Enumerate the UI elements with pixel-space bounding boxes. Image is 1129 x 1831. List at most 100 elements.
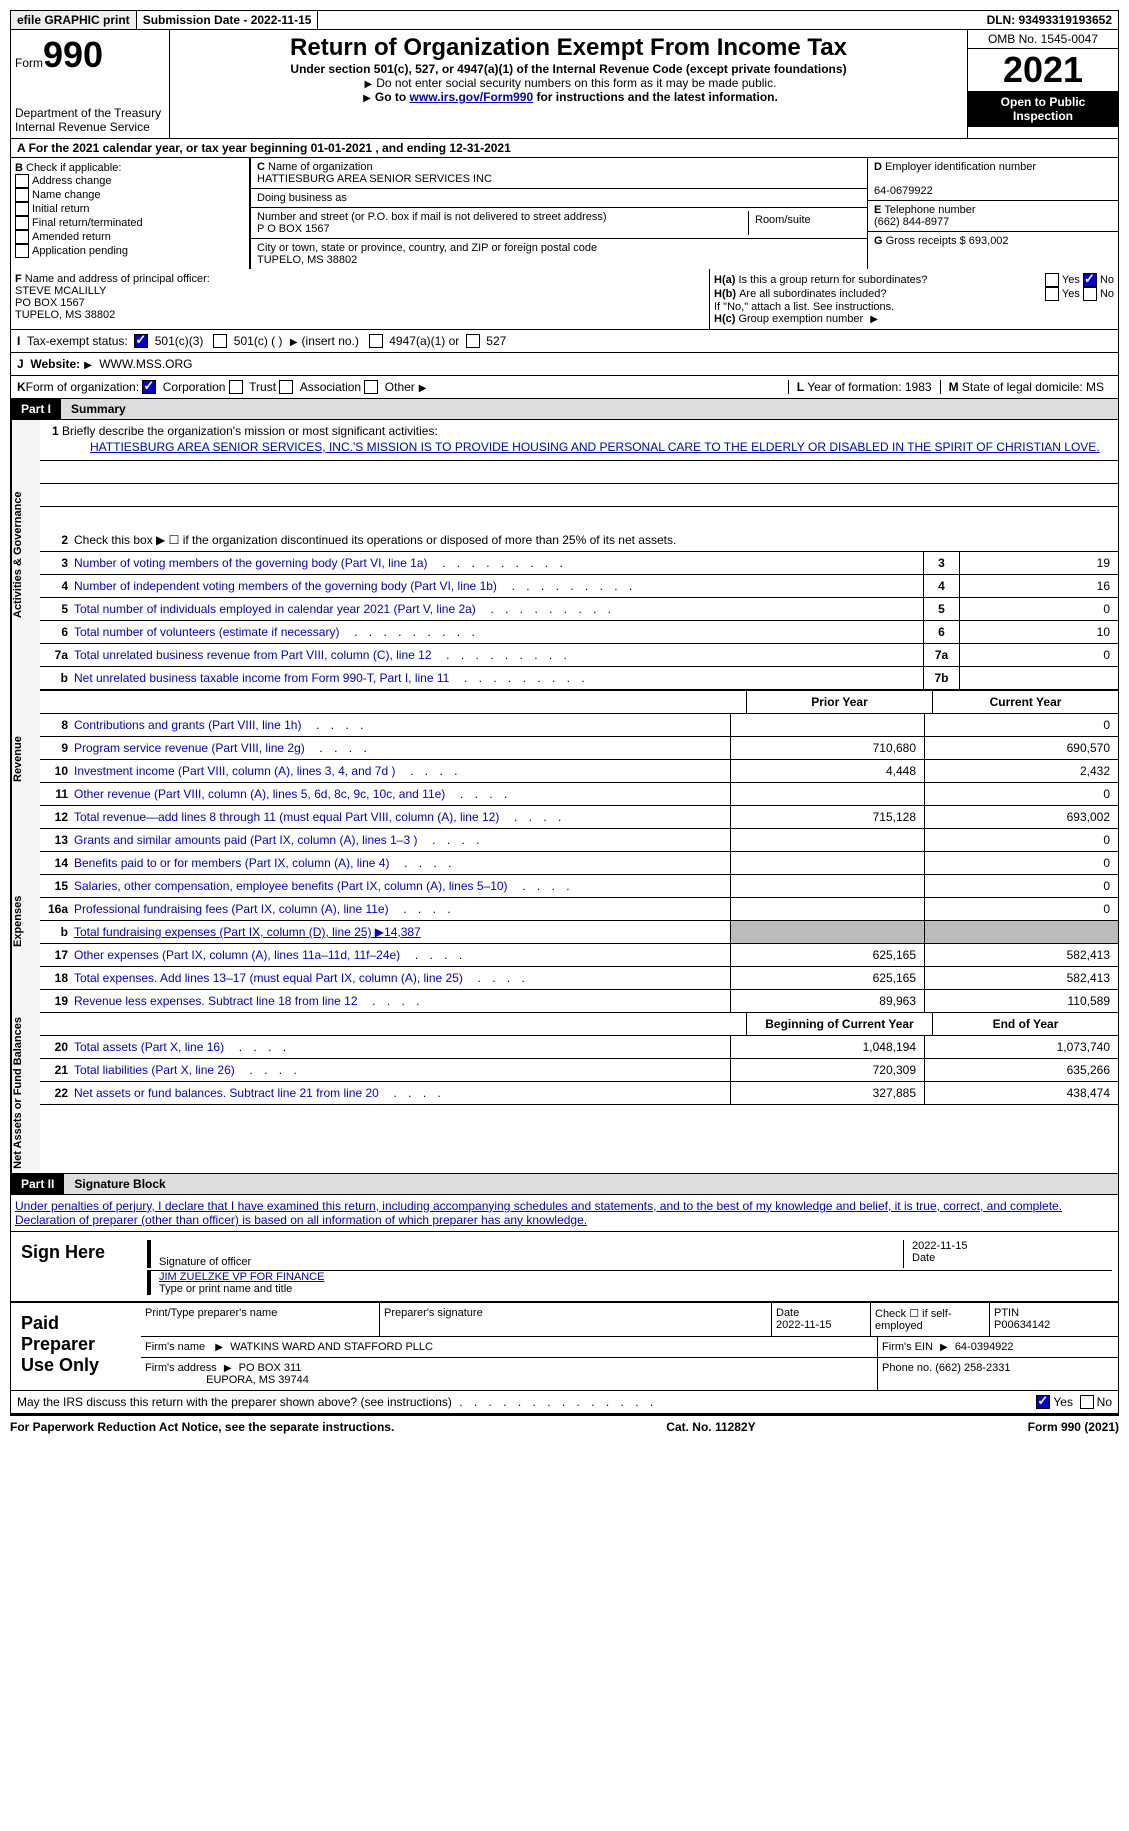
summary-revenue: Revenue b Prior Year Current Year 8 Cont…	[10, 690, 1119, 829]
form-footer: Form 990 (2021)	[1028, 1420, 1119, 1434]
form-title: Return of Organization Exempt From Incom…	[174, 34, 963, 62]
irs-link[interactable]: www.irs.gov/Form990	[410, 90, 534, 104]
summary-line-14: 14 Benefits paid to or for members (Part…	[40, 852, 1118, 875]
paid-preparer-label: Paid Preparer Use Only	[11, 1303, 141, 1390]
beginning-year-header: Beginning of Current Year	[746, 1013, 932, 1035]
open-inspection: Open to Public Inspection	[968, 91, 1118, 127]
omb-number: OMB No. 1545-0047	[968, 30, 1118, 49]
subtitle: Under section 501(c), 527, or 4947(a)(1)…	[174, 62, 963, 76]
prior-year-header: Prior Year	[746, 691, 932, 713]
summary-line-b: b Net unrelated business taxable income …	[40, 667, 1118, 690]
mission-statement: HATTIESBURG AREA SENIOR SERVICES, INC.'S…	[40, 438, 1118, 461]
summary-line-7a: 7a Total unrelated business revenue from…	[40, 644, 1118, 667]
note-ssn: Do not enter social security numbers on …	[376, 76, 776, 90]
summary-line-10: 10 Investment income (Part VIII, column …	[40, 760, 1118, 783]
dba: Doing business as	[251, 189, 867, 208]
summary-line-16a: 16a Professional fundraising fees (Part …	[40, 898, 1118, 921]
summary-line-20: 20 Total assets (Part X, line 16) . . . …	[40, 1036, 1118, 1059]
summary-line-21: 21 Total liabilities (Part X, line 26) .…	[40, 1059, 1118, 1082]
efile-print-button[interactable]: efile GRAPHIC print	[11, 11, 137, 29]
firm-name: WATKINS WARD AND STAFFORD PLLC	[230, 1341, 433, 1353]
summary-expenses: Expenses 13 Grants and similar amounts p…	[10, 829, 1119, 1013]
form-header: Form990 Department of the Treasury Inter…	[10, 30, 1119, 139]
section-d: D Employer identification number 64-0679…	[868, 158, 1118, 269]
officer-name-title: JIM ZUELZKE VP FOR FINANCE	[159, 1271, 324, 1283]
check-address-change[interactable]: Address change	[32, 175, 112, 187]
org-city: TUPELO, MS 38802	[257, 254, 357, 266]
part2-header: Part IISignature Block	[10, 1174, 1119, 1195]
ptin: P00634142	[994, 1319, 1050, 1331]
org-address: P O BOX 1567	[257, 223, 330, 235]
check-amended[interactable]: Amended return	[32, 231, 111, 243]
check-name-change[interactable]: Name change	[32, 189, 101, 201]
summary-line-18: 18 Total expenses. Add lines 13–17 (must…	[40, 967, 1118, 990]
form-label: Form	[15, 56, 43, 70]
form-number: 990	[43, 34, 103, 75]
summary-line-13: 13 Grants and similar amounts paid (Part…	[40, 829, 1118, 852]
year-formation: 1983	[905, 380, 932, 394]
note-goto-post: for instructions and the latest informat…	[533, 90, 778, 104]
discuss-yes-checkbox[interactable]	[1036, 1395, 1050, 1409]
summary-line-5: 5 Total number of individuals employed i…	[40, 598, 1118, 621]
phone: (662) 844-8977	[874, 216, 949, 228]
h-a-no-checkbox[interactable]	[1083, 273, 1097, 287]
officer-name: STEVE MCALILLY	[15, 285, 107, 297]
summary-activities-governance: Activities & Governance 1 Briefly descri…	[10, 420, 1119, 690]
summary-line-15: 15 Salaries, other compensation, employe…	[40, 875, 1118, 898]
line-j-website: J Website: WWW.MSS.ORG	[10, 353, 1119, 376]
section-c: C Name of organization HATTIESBURG AREA …	[251, 158, 868, 269]
ein: 64-0679922	[874, 185, 933, 197]
dln: DLN: 93493319193652	[981, 11, 1118, 29]
summary-line-b: b Total fundraising expenses (Part IX, c…	[40, 921, 1118, 944]
gross-receipts: 693,002	[969, 235, 1009, 247]
org-name: HATTIESBURG AREA SENIOR SERVICES INC	[257, 173, 492, 185]
submission-date: Submission Date - 2022-11-15	[137, 11, 319, 29]
tax-year: 2021	[968, 49, 1118, 91]
line-klm: K Form of organization: Corporation Trus…	[10, 376, 1119, 399]
sign-here-label: Sign Here	[11, 1232, 141, 1301]
line-i-tax-exempt: I Tax-exempt status: 501(c)(3) 501(c) ( …	[10, 330, 1119, 353]
summary-net-assets: Net Assets or Fund Balances Beginning of…	[10, 1013, 1119, 1174]
summary-line-3: 3 Number of voting members of the govern…	[40, 552, 1118, 575]
cat-number: Cat. No. 11282Y	[666, 1420, 755, 1434]
officer-addr2: TUPELO, MS 38802	[15, 309, 115, 321]
check-final-return[interactable]: Final return/terminated	[32, 217, 143, 229]
check-corporation[interactable]	[142, 380, 156, 394]
section-fh: F Name and address of principal officer:…	[10, 269, 1119, 330]
signature-block: Under penalties of perjury, I declare th…	[10, 1195, 1119, 1391]
note-goto-pre: Go to	[375, 90, 410, 104]
website-url[interactable]: WWW.MSS.ORG	[99, 357, 192, 371]
current-year-header: Current Year	[932, 691, 1118, 713]
summary-line-19: 19 Revenue less expenses. Subtract line …	[40, 990, 1118, 1013]
summary-line-6: 6 Total number of volunteers (estimate i…	[40, 621, 1118, 644]
section-b: B Check if applicable: Address change Na…	[11, 158, 251, 269]
discuss-line: May the IRS discuss this return with the…	[10, 1391, 1119, 1414]
dept-treasury: Department of the Treasury	[15, 106, 165, 120]
section-bcd: B Check if applicable: Address change Na…	[10, 158, 1119, 269]
firm-phone: (662) 258-2331	[935, 1362, 1010, 1374]
check-501c3[interactable]	[134, 334, 148, 348]
summary-line-4: 4 Number of independent voting members o…	[40, 575, 1118, 598]
check-app-pending[interactable]: Application pending	[32, 245, 128, 257]
part1-header: Part ISummary	[10, 399, 1119, 420]
firm-addr: PO BOX 311	[239, 1362, 302, 1374]
state-domicile: MS	[1086, 380, 1104, 394]
summary-line-22: 22 Net assets or fund balances. Subtract…	[40, 1082, 1118, 1105]
perjury-statement: Under penalties of perjury, I declare th…	[11, 1195, 1118, 1232]
line-a-tax-year: A For the 2021 calendar year, or tax yea…	[10, 139, 1119, 158]
page-footer: For Paperwork Reduction Act Notice, see …	[10, 1414, 1119, 1438]
prep-date: 2022-11-15	[776, 1319, 831, 1331]
firm-ein: 64-0394922	[955, 1341, 1014, 1353]
firm-city: EUPORA, MS 39744	[206, 1374, 309, 1386]
irs-label: Internal Revenue Service	[15, 120, 165, 134]
end-year-header: End of Year	[932, 1013, 1118, 1035]
summary-line-17: 17 Other expenses (Part IX, column (A), …	[40, 944, 1118, 967]
summary-line-12: 12 Total revenue—add lines 8 through 11 …	[40, 806, 1118, 829]
room-suite-label: Room/suite	[749, 211, 861, 235]
top-bar: efile GRAPHIC print Submission Date - 20…	[10, 10, 1119, 30]
summary-line-9: 9 Program service revenue (Part VIII, li…	[40, 737, 1118, 760]
sig-date: 2022-11-15	[912, 1240, 967, 1252]
summary-line-11: 11 Other revenue (Part VIII, column (A),…	[40, 783, 1118, 806]
summary-line-8: 8 Contributions and grants (Part VIII, l…	[40, 714, 1118, 737]
check-initial-return[interactable]: Initial return	[32, 203, 89, 215]
